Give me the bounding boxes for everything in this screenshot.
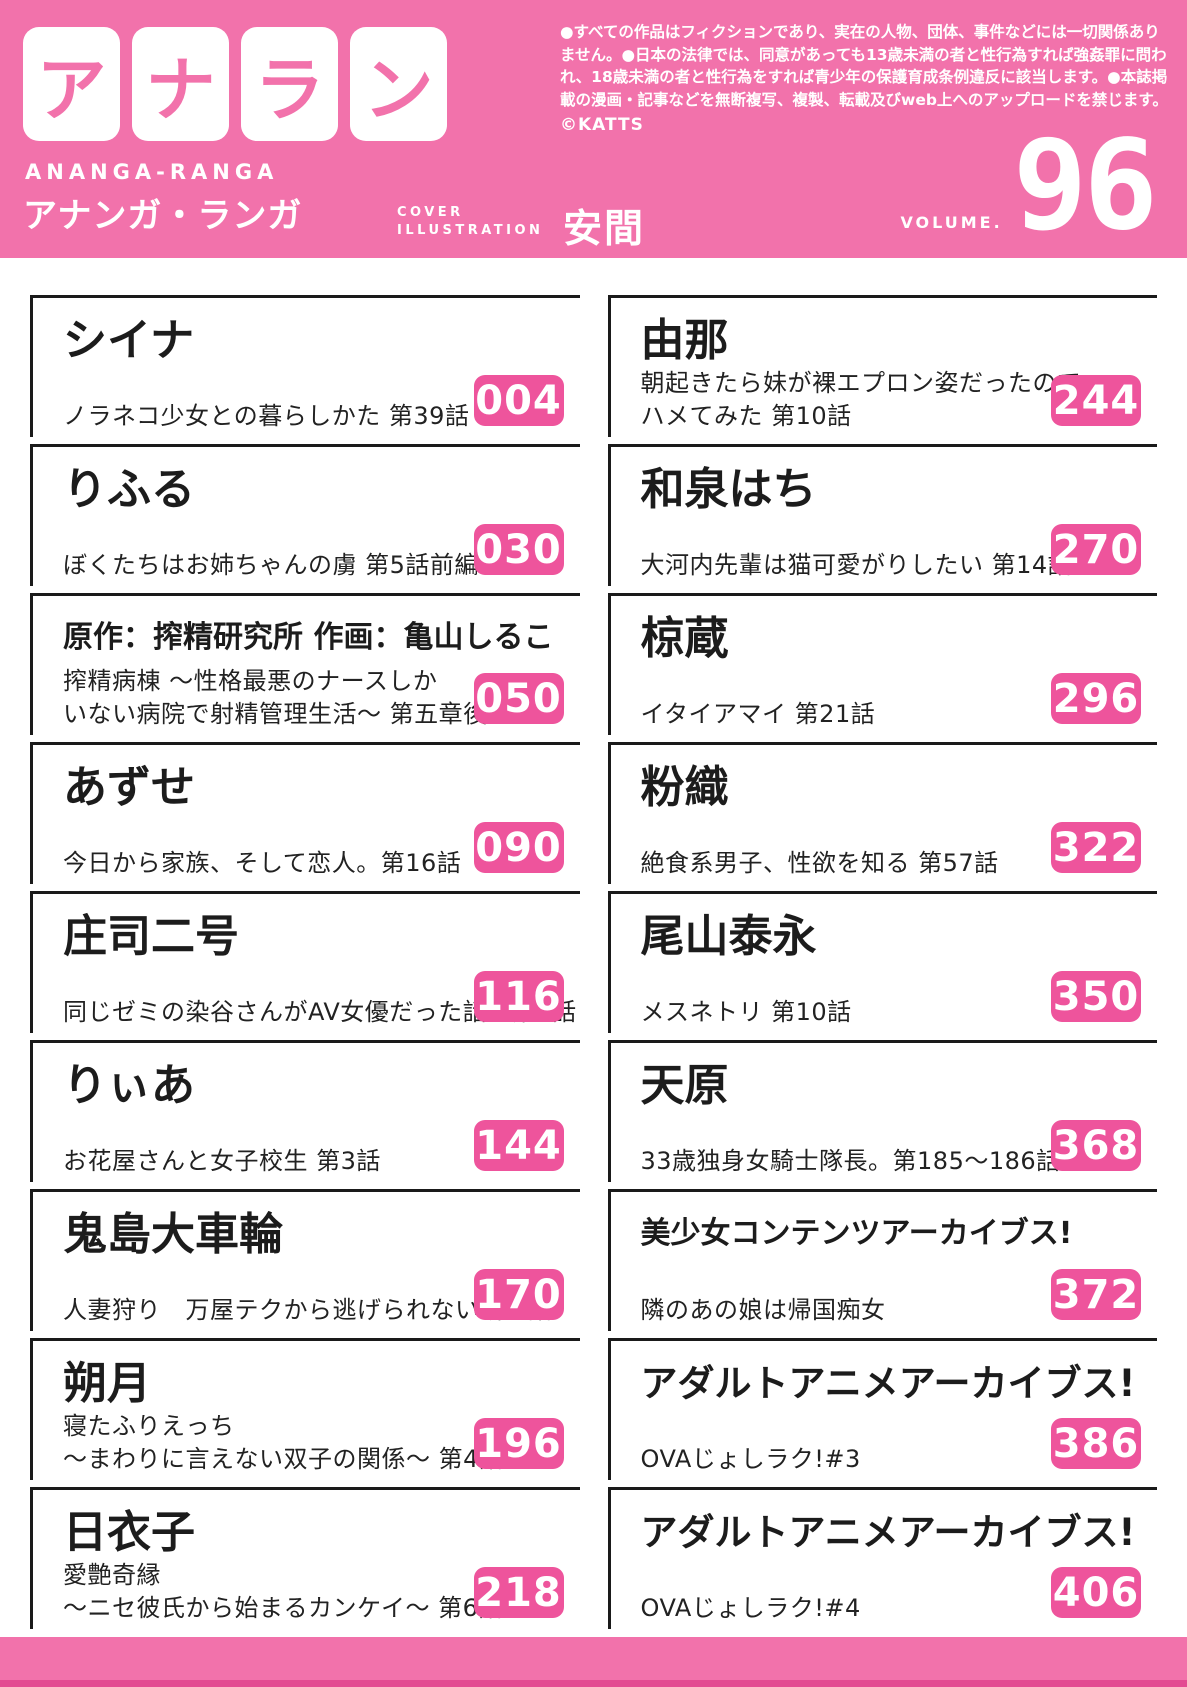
volume-indicator: VOLUME. 96 (900, 114, 1158, 259)
entry-author: 和泉はち (640, 464, 817, 515)
logo-kana: アナンガ・ランガ (23, 196, 303, 236)
toc-entry: りぃあ お花屋さんと女子校生 第3話 144 (30, 1040, 580, 1182)
entry-title: OVAじょしラク!#4 (640, 1594, 861, 1622)
footer-strip (0, 1637, 1187, 1687)
entry-page-badge: 270 (1051, 524, 1141, 575)
logo-tile: ン (350, 27, 447, 141)
entry-author: 原作：搾精研究所 作画：亀山しるこ (63, 620, 554, 655)
copyright-text: ©KATTS (560, 115, 644, 135)
entry-author: アダルトアニメアーカイブス! (640, 1511, 1136, 1554)
entry-author: 美少女コンテンツアーカイブス! (640, 1216, 1073, 1251)
toc-entry: りふる ぼくたちはお姉ちゃんの虜 第5話前編 030 (30, 444, 580, 586)
logo-tile: ア (23, 27, 120, 141)
entry-title: 絶食系男子、性欲を知る 第57話 (640, 849, 999, 877)
entry-author: 庄司二号 (63, 911, 239, 962)
toc-entry: 和泉はち 大河内先輩は猫可愛がりしたい 第14話 270 (607, 444, 1157, 586)
entry-title: メスネトリ 第10話 (640, 998, 852, 1026)
entry-title: 33歳独身女騎士隊長。第185～186話 (640, 1147, 1061, 1175)
entry-author: 粉織 (640, 762, 729, 813)
entry-page-badge: 116 (473, 971, 564, 1022)
entry-title: 愛艶奇縁 ～ニセ彼氏から始まるカンケイ～ 第6話 (63, 1561, 503, 1622)
entry-page-badge: 386 (1051, 1418, 1141, 1469)
entry-title: OVAじょしラク!#3 (640, 1445, 861, 1473)
toc-entry: 尾山泰永 メスネトリ 第10話 350 (607, 891, 1157, 1033)
entry-title: 寝たふりえっち ～まわりに言えない双子の関係～ 第4話 (63, 1412, 504, 1473)
entry-page-badge: 322 (1051, 822, 1141, 873)
entry-page-badge: 296 (1051, 673, 1141, 724)
toc-entry: 美少女コンテンツアーカイブス! 隣のあの娘は帰国痴女 372 (607, 1189, 1157, 1331)
logo-tile: ナ (132, 27, 229, 141)
entry-page-badge: 406 (1051, 1567, 1141, 1618)
entry-author: りふる (63, 464, 195, 515)
toc-entry: あずせ 今日から家族、そして恋人。第16話 090 (30, 742, 580, 884)
entry-title: 今日から家族、そして恋人。第16話 (63, 849, 462, 877)
entry-author: 日衣子 (63, 1507, 195, 1558)
toc-entry: 天原 33歳独身女騎士隊長。第185～186話 368 (607, 1040, 1157, 1182)
cover-illustration-label: COVER ILLUSTRATION (397, 204, 543, 240)
entry-page-badge: 030 (473, 524, 564, 575)
entry-title: イタイアマイ 第21話 (640, 700, 876, 728)
toc-entry: 由那 朝起きたら妹が裸エプロン姿だったので ハメてみた 第10話 244 (607, 295, 1157, 437)
toc-entry: シイナ ノラネコ少女との暮らしかた 第39話 004 (30, 295, 580, 437)
header: アナラン ANANGA-RANGA アナンガ・ランガ COVER ILLUSTR… (0, 0, 1187, 258)
toc-entry: 日衣子 愛艶奇縁 ～ニセ彼氏から始まるカンケイ～ 第6話 218 (30, 1487, 580, 1629)
toc-entry: 椋蔵 イタイアマイ 第21話 296 (607, 593, 1157, 735)
toc-entry: アダルトアニメアーカイブス! OVAじょしラク!#3 386 (607, 1338, 1157, 1480)
toc-entry: 朔月 寝たふりえっち ～まわりに言えない双子の関係～ 第4話 196 (30, 1338, 580, 1480)
logo-romaji: ANANGA-RANGA (25, 160, 279, 184)
entry-page-badge: 050 (473, 673, 564, 724)
entry-page-badge: 372 (1051, 1269, 1141, 1320)
entry-page-badge: 090 (473, 822, 564, 873)
entry-author: シイナ (63, 315, 195, 366)
disclaimer-text: ●すべての作品はフィクションであり、実在の人物、団体、事件などには一切関係ありま… (560, 23, 1168, 109)
entry-author: 尾山泰永 (640, 911, 817, 962)
entry-page-badge: 170 (473, 1269, 564, 1320)
entry-title: 朝起きたら妹が裸エプロン姿だったので ハメてみた 第10話 (640, 369, 1082, 430)
cover-illustration-label-line2: ILLUSTRATION (397, 223, 544, 238)
entry-page-badge: 368 (1051, 1120, 1141, 1171)
entry-author: アダルトアニメアーカイブス! (640, 1362, 1136, 1405)
entry-page-badge: 350 (1051, 971, 1141, 1022)
toc-entry: 原作：搾精研究所 作画：亀山しるこ 搾精病棟 〜性格最悪のナースしか いない病院… (30, 593, 580, 735)
entry-title: お花屋さんと女子校生 第3話 (63, 1147, 381, 1175)
entry-title: 搾精病棟 〜性格最悪のナースしか いない病院で射精管理生活〜 第五章後編 (63, 667, 513, 728)
volume-number: 96 (1012, 114, 1158, 259)
entry-title: ノラネコ少女との暮らしかた 第39話 (63, 402, 470, 430)
entry-author: あずせ (63, 762, 195, 813)
entry-author: 由那 (640, 315, 729, 366)
toc-entry: アダルトアニメアーカイブス! OVAじょしラク!#4 406 (607, 1487, 1157, 1629)
entry-page-badge: 218 (473, 1567, 564, 1618)
entry-page-badge: 244 (1051, 375, 1141, 426)
toc-column-left: シイナ ノラネコ少女との暮らしかた 第39話 004 りふる ぼくたちはお姉ちゃ… (30, 295, 580, 1637)
entry-author: 朔月 (63, 1358, 151, 1409)
logo-tile: ラ (241, 27, 338, 141)
entry-author: 椋蔵 (640, 613, 729, 664)
volume-label: VOLUME. (900, 213, 1003, 232)
entry-title: 隣のあの娘は帰国痴女 (640, 1296, 886, 1324)
entry-page-badge: 144 (473, 1120, 564, 1171)
entry-author: 鬼島大車輪 (63, 1209, 283, 1260)
cover-artist-name: 安間 (563, 207, 646, 252)
entry-title: 大河内先輩は猫可愛がりしたい 第14話 (640, 551, 1073, 579)
magazine-logo: アナラン (23, 27, 447, 141)
entry-author: 天原 (640, 1060, 729, 1111)
entry-page-badge: 004 (473, 375, 564, 426)
toc-entry: 庄司二号 同じゼミの染谷さんがAV女優だった話。第2話 116 (30, 891, 580, 1033)
toc-entry: 粉織 絶食系男子、性欲を知る 第57話 322 (607, 742, 1157, 884)
cover-illustration-label-line1: COVER (397, 205, 464, 220)
toc-column-right: 由那 朝起きたら妹が裸エプロン姿だったので ハメてみた 第10話 244 和泉は… (607, 295, 1157, 1637)
toc-entry: 鬼島大車輪 人妻狩り 万屋テクから逃げられない 第3話 170 (30, 1189, 580, 1331)
table-of-contents: シイナ ノラネコ少女との暮らしかた 第39話 004 りふる ぼくたちはお姉ちゃ… (0, 258, 1187, 1637)
entry-author: りぃあ (63, 1060, 195, 1111)
entry-page-badge: 196 (473, 1418, 564, 1469)
entry-title: ぼくたちはお姉ちゃんの虜 第5話前編 (63, 551, 479, 579)
